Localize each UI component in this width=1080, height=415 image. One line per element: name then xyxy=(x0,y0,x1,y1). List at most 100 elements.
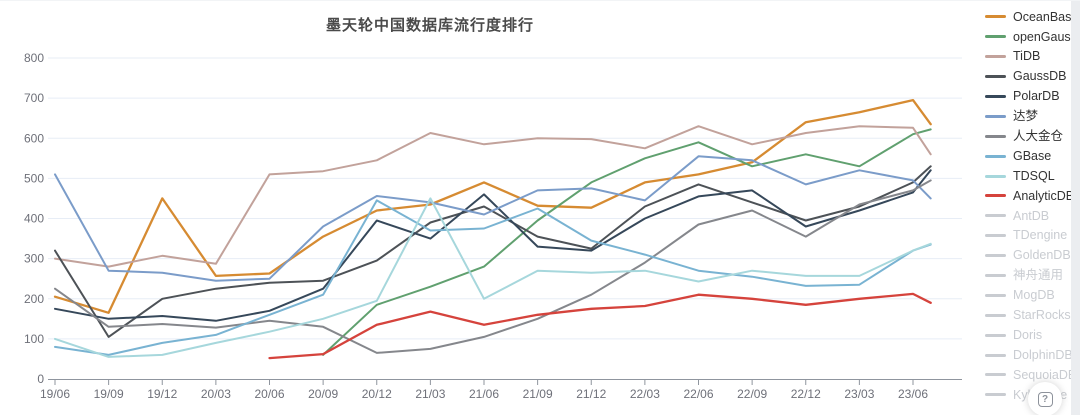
legend-item-openGauss[interactable]: openGauss xyxy=(985,27,1077,47)
line-chart-plot: 0 100 200 300 400 500 600 700 800 19/06 19/09 19/12… xyxy=(24,51,962,401)
x-axis-label-22/09: 22/09 xyxy=(737,387,767,401)
legend-swatch-GaussDB xyxy=(985,75,1006,79)
y-axis-label-500: 500 xyxy=(24,171,44,185)
legend-item-神舟通用[interactable]: 神舟通用 xyxy=(985,266,1075,286)
legend-label-AnalyticDB: AnalyticDB xyxy=(1013,188,1075,203)
legend-item-GaussDB[interactable]: GaussDB xyxy=(985,67,1075,87)
legend-label-GaussDB: GaussDB xyxy=(1013,69,1067,84)
series-line-PolarDB xyxy=(54,169,932,322)
series-line-TiDB xyxy=(54,125,932,268)
x-axis-label-20/09: 20/09 xyxy=(308,387,338,401)
legend-swatch-GBase xyxy=(985,154,1006,158)
legend-item-PolarDB[interactable]: PolarDB xyxy=(985,87,1075,107)
legend-label-TiDB: TiDB xyxy=(1013,49,1041,64)
legend-label-SequoiaDB: SequoiaDB xyxy=(1013,367,1077,382)
legend-label-PolarDB: PolarDB xyxy=(1013,89,1060,104)
help-button[interactable]: ? xyxy=(1028,382,1062,415)
y-axis-label-600: 600 xyxy=(24,131,44,145)
legend-label-MogDB: MogDB xyxy=(1013,288,1055,303)
x-axis-label-20/12: 20/12 xyxy=(362,387,392,401)
legend-item-达梦[interactable]: 达梦 xyxy=(985,106,1075,126)
x-axis-label-22/03: 22/03 xyxy=(630,387,660,401)
legend-swatch-Doris xyxy=(985,333,1006,337)
legend-swatch-GoldenDB xyxy=(985,254,1006,258)
legend-label-Doris: Doris xyxy=(1013,327,1043,342)
legend-swatch-Kyligence xyxy=(985,393,1006,397)
series-line-TDSQL xyxy=(54,197,932,358)
y-axis-label-0: 0 xyxy=(37,372,44,386)
legend-swatch-TDSQL xyxy=(985,174,1006,178)
legend-swatch-AnalyticDB xyxy=(985,194,1006,198)
x-axis-label-19/09: 19/09 xyxy=(94,387,124,401)
legend-label-神舟通用: 神舟通用 xyxy=(1013,268,1064,283)
x-axis-label-21/12: 21/12 xyxy=(576,387,606,401)
legend-swatch-SequoiaDB xyxy=(985,373,1006,377)
legend-item-TDengine[interactable]: TDengine xyxy=(985,226,1075,246)
y-axis-label-300: 300 xyxy=(24,252,44,266)
legend-item-OceanBase[interactable]: OceanBase xyxy=(985,7,1079,27)
legend-label-TDengine: TDengine xyxy=(1013,228,1068,243)
legend-label-GBase: GBase xyxy=(1013,148,1052,163)
legend-label-达梦: 达梦 xyxy=(1013,109,1039,124)
x-axis-label-19/12: 19/12 xyxy=(147,387,177,401)
legend-label-人大金仓: 人大金仓 xyxy=(1013,129,1064,144)
y-axis-label-400: 400 xyxy=(24,212,44,226)
y-axis-label-700: 700 xyxy=(24,91,44,105)
legend-item-GoldenDB[interactable]: GoldenDB xyxy=(985,246,1075,266)
legend-item-Doris[interactable]: Doris xyxy=(985,325,1075,345)
legend-label-TDSQL: TDSQL xyxy=(1013,168,1055,183)
legend-swatch-MogDB xyxy=(985,293,1006,297)
x-axis-label-23/06: 23/06 xyxy=(898,387,928,401)
series-line-openGauss xyxy=(322,128,932,356)
legend-item-SequoiaDB[interactable]: SequoiaDB xyxy=(985,365,1077,385)
legend-swatch-人大金仓 xyxy=(985,134,1006,138)
legend-swatch-达梦 xyxy=(985,114,1006,118)
legend-swatch-TDengine xyxy=(985,234,1006,238)
series-line-人大金仓 xyxy=(54,179,932,354)
x-axis-label-21/06: 21/06 xyxy=(469,387,499,401)
series-line-OceanBase xyxy=(53,98,932,314)
legend-swatch-openGauss xyxy=(985,35,1006,39)
x-axis-label-20/03: 20/03 xyxy=(201,387,231,401)
x-axis-label-20/06: 20/06 xyxy=(254,387,284,401)
y-axis-label-800: 800 xyxy=(24,51,44,65)
y-axis-label-100: 100 xyxy=(24,332,44,346)
legend-swatch-PolarDB xyxy=(985,95,1006,98)
x-axis-label-21/03: 21/03 xyxy=(415,387,445,401)
legend-label-OceanBase: OceanBase xyxy=(1013,9,1079,24)
page-right-edge xyxy=(1071,1,1080,415)
y-axis-label-200: 200 xyxy=(24,292,44,306)
x-axis-label-19/06: 19/06 xyxy=(40,387,70,401)
legend-item-DolphinDB[interactable]: DolphinDB xyxy=(985,345,1075,365)
legend-label-AntDB: AntDB xyxy=(1013,208,1050,223)
x-axis-label-22/12: 22/12 xyxy=(791,387,821,401)
legend-item-AnalyticDB[interactable]: AnalyticDB xyxy=(985,186,1075,206)
question-icon: ? xyxy=(1037,391,1053,407)
legend-item-StarRocks[interactable]: StarRocks xyxy=(985,305,1075,325)
legend-label-StarRocks: StarRocks xyxy=(1013,308,1071,323)
x-axis-label-23/03: 23/03 xyxy=(844,387,874,401)
legend-swatch-StarRocks xyxy=(985,313,1006,317)
legend-swatch-DolphinDB xyxy=(985,353,1006,357)
x-axis-label-22/06: 22/06 xyxy=(683,387,713,401)
legend-item-MogDB[interactable]: MogDB xyxy=(985,285,1075,305)
legend-swatch-OceanBase xyxy=(985,15,1006,19)
series-line-GBase xyxy=(54,199,932,356)
legend-swatch-AntDB xyxy=(985,214,1006,218)
x-axis-label-21/09: 21/09 xyxy=(523,387,553,401)
chart-title: 墨天轮中国数据库流行度排行 xyxy=(325,17,534,34)
legend-item-TDSQL[interactable]: TDSQL xyxy=(985,166,1075,186)
legend: OceanBase openGauss TiDB GaussDB PolarDB 达梦人大… xyxy=(985,7,1079,405)
legend-label-GoldenDB: GoldenDB xyxy=(1013,248,1071,263)
legend-item-AntDB[interactable]: AntDB xyxy=(985,206,1075,226)
legend-item-GBase[interactable]: GBase xyxy=(985,146,1075,166)
legend-label-openGauss: openGauss xyxy=(1013,29,1077,44)
legend-swatch-TiDB xyxy=(985,55,1006,59)
series-line-GaussDB xyxy=(54,165,932,338)
legend-label-DolphinDB: DolphinDB xyxy=(1013,347,1073,362)
legend-item-人大金仓[interactable]: 人大金仓 xyxy=(985,126,1075,146)
legend-swatch-神舟通用 xyxy=(985,274,1006,278)
series-line-达梦 xyxy=(54,155,932,282)
legend-item-TiDB[interactable]: TiDB xyxy=(985,47,1075,67)
